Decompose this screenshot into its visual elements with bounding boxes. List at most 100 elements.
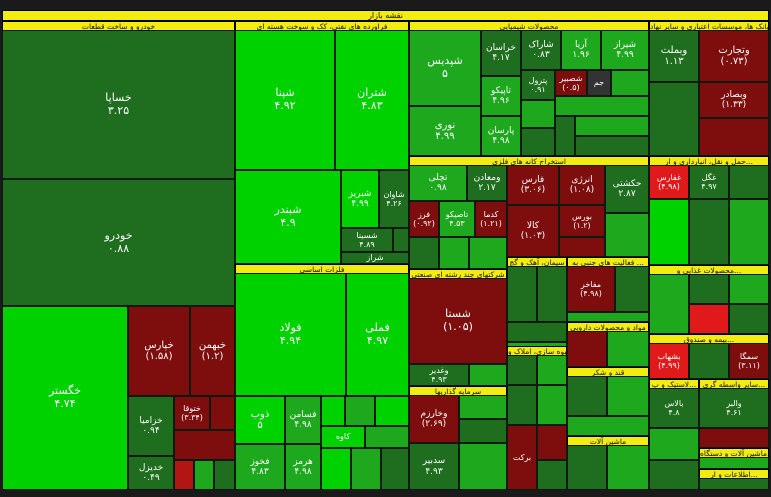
tile-kaveh[interactable]: کاوه <box>321 426 365 448</box>
tile-shasabir[interactable]: شصبیر (۰.۵) <box>555 70 587 96</box>
tile-small-27[interactable] <box>537 266 567 322</box>
tile-small-46[interactable] <box>537 385 567 425</box>
tile-small-3[interactable] <box>174 460 194 490</box>
tile-small-37[interactable] <box>567 331 607 367</box>
tile-voli[interactable] <box>521 128 555 156</box>
tile-small-4[interactable] <box>194 460 214 490</box>
tile-faraz[interactable]: فرز (۰.۹۲) <box>409 201 439 237</box>
tile-small-49[interactable] <box>567 376 607 416</box>
tile-small-24[interactable] <box>729 199 769 265</box>
tile-barekat[interactable]: برکت <box>507 425 537 490</box>
tile-small-42[interactable] <box>459 395 507 419</box>
tile-hormoz[interactable]: هرمز ۴.۹۸ <box>285 444 321 490</box>
tile-takpiko[interactable]: تاصیکو ۴.۵۳ <box>439 201 475 237</box>
tile-nouri[interactable]: نوری ۴.۹۹ <box>409 106 481 156</box>
tile-vamadan[interactable]: ومعادن ۲.۱۷ <box>467 165 507 201</box>
tile-dalbar[interactable]: والبر ۴.۶۱ <box>699 388 769 428</box>
tile-small-30[interactable] <box>615 266 649 312</box>
tile-small-14[interactable] <box>649 82 699 156</box>
tile-small-50[interactable] <box>607 376 649 416</box>
tile-tapiko[interactable]: تاپیکو ۴.۹۶ <box>481 76 521 116</box>
tile-small-16[interactable] <box>559 237 605 257</box>
tile-tachli[interactable]: تچلی ۰.۹۸ <box>409 165 467 201</box>
tile-small-40[interactable] <box>507 355 537 385</box>
tile-foolad[interactable]: فولاد ۴.۹۴ <box>235 273 346 396</box>
tile-small-44[interactable] <box>459 443 507 490</box>
tile-vtejarat[interactable]: وتجارت (۰.۷۳) <box>699 30 769 82</box>
tile-khbahman[interactable]: خبهمن (۱.۲) <box>190 306 235 396</box>
tile-small-17[interactable] <box>605 213 649 257</box>
tile-khtoga[interactable]: ختوقا (۳.۳۴) <box>174 396 210 430</box>
tile-small-26[interactable] <box>507 266 537 322</box>
tile-small-8[interactable] <box>321 448 351 490</box>
tile-khzamia[interactable]: خزامیا ۰.۹۴ <box>128 396 174 456</box>
tile-small-28[interactable] <box>507 322 567 342</box>
tile-shbandar[interactable]: شبندر ۴.۹ <box>235 170 341 264</box>
tile-arya[interactable]: آریا ۱.۹۶ <box>561 30 601 70</box>
tile-khsapa[interactable]: خساپا ۳.۲۵ <box>2 30 235 179</box>
tile-bourse[interactable]: بورس (۱.۲) <box>559 205 605 237</box>
tile-kimiagar[interactable] <box>555 96 649 116</box>
tile-small-23[interactable] <box>689 199 729 265</box>
tile-shiraz[interactable]: شیراز ۴.۹۹ <box>601 30 649 70</box>
tile-khiaras[interactable]: خپارس (۱.۵۸) <box>128 306 190 396</box>
tile-small-21[interactable] <box>729 165 769 199</box>
tile-small-12[interactable] <box>575 116 649 136</box>
tile-small-48[interactable] <box>537 460 567 490</box>
tile-shraz[interactable]: شراز <box>341 252 409 264</box>
tile-shark[interactable]: شاراک ۰.۸۳ <box>521 30 561 70</box>
tile-shapna[interactable]: شپنا ۴.۹۲ <box>235 30 335 170</box>
tile-vebmelat[interactable]: وبملت ۱.۱۳ <box>649 30 699 82</box>
tile-small-1[interactable] <box>210 396 235 430</box>
tile-khdiz[interactable]: خدیزل ۰.۴۹ <box>128 456 174 490</box>
tile-small-57[interactable] <box>699 457 769 469</box>
tile-small-39[interactable] <box>689 343 729 379</box>
tile-vghadir[interactable]: وغدیر ۴.۹۳ <box>409 364 469 386</box>
tile-small-33[interactable] <box>689 274 729 304</box>
tile-fameli2[interactable]: فارس (۳.۰۶) <box>507 165 559 205</box>
tile-small-6[interactable] <box>393 228 409 252</box>
tile-vbsader[interactable]: وبصادر (۱.۳۳) <box>699 82 769 118</box>
tile-small-54[interactable] <box>649 428 699 460</box>
tile-fsamen[interactable]: فسامن ۴.۹۸ <box>285 396 321 444</box>
tile-small-18[interactable] <box>409 237 439 269</box>
tile-small-10[interactable] <box>381 448 409 490</box>
tile-anarj[interactable]: انرژی (۱.۰۸) <box>559 165 605 205</box>
tile-shasta[interactable]: شستا (۱.۰۵) <box>409 278 507 364</box>
tile-khodro[interactable]: خودرو ۰.۸۸ <box>2 179 235 306</box>
tile-small-32[interactable] <box>649 274 689 334</box>
tile-small-25[interactable] <box>469 364 507 386</box>
tile-sdabir[interactable]: سدبیر ۴.۹۳ <box>409 443 459 490</box>
tile-khgostar[interactable]: خگستر ۴.۷۴ <box>2 306 128 490</box>
tile-small-45[interactable] <box>507 385 537 425</box>
tile-zob[interactable]: ذوب ۵ <box>235 396 285 444</box>
tile-samgha[interactable]: سمگا (۳.۱۱) <box>729 343 769 379</box>
tile-small-41[interactable] <box>537 355 567 385</box>
tile-kadma[interactable]: کدما (۱.۲۱) <box>475 201 507 237</box>
tile-petrol[interactable]: پترول ۰.۹۱ <box>521 70 555 100</box>
tile-small-43[interactable] <box>459 419 507 443</box>
tile-ghgol[interactable]: غگل ۴.۹۷ <box>689 165 729 199</box>
tile-shavan[interactable]: شاوان ۴.۲۶ <box>379 170 409 228</box>
tile-small-34[interactable] <box>729 274 769 304</box>
tile-small-15[interactable] <box>699 118 769 156</box>
tile-kharazm[interactable]: وخارزم (۲.۶۹) <box>409 395 459 443</box>
tile-kavir[interactable] <box>321 396 345 426</box>
tile-parsan[interactable]: پارسان ۴.۹۸ <box>481 116 521 156</box>
tile-small-31[interactable] <box>567 312 649 322</box>
tile-shsina[interactable]: شسینا ۴.۸۹ <box>341 228 393 252</box>
tile-kala[interactable]: کالا (۱.۰۳) <box>507 205 559 257</box>
tile-small-47[interactable] <box>537 425 567 460</box>
tile-shgadir[interactable] <box>521 100 555 128</box>
tile-small-51[interactable] <box>567 416 649 436</box>
tile-small-58[interactable] <box>699 478 769 490</box>
tile-small-11[interactable] <box>555 116 575 156</box>
tile-small-5[interactable] <box>214 460 235 490</box>
tile-boali[interactable]: بالاس ۴.۸ <box>649 388 699 428</box>
tile-small-35[interactable] <box>689 304 729 334</box>
tile-fmidko[interactable] <box>345 396 375 426</box>
tile-shdis[interactable]: شپدیس ۵ <box>409 30 481 106</box>
tile-small-2[interactable] <box>174 430 235 460</box>
tile-small-36[interactable] <box>729 304 769 334</box>
tile-fkhoz[interactable]: فخوز ۴.۸۳ <box>235 444 285 490</box>
